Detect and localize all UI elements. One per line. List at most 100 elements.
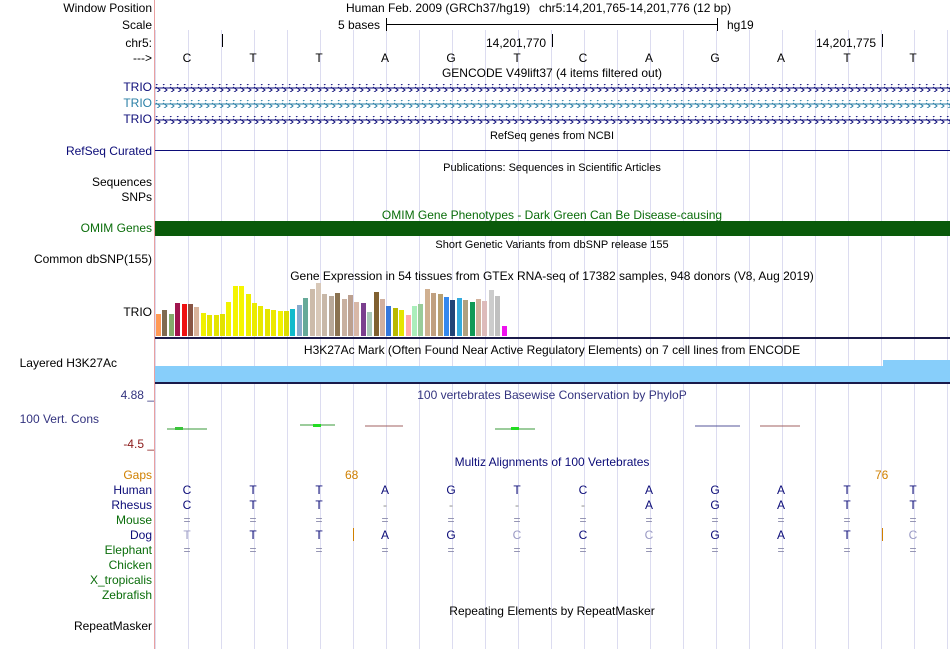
gtex-tissue-bar[interactable] xyxy=(373,292,379,336)
gtex-tissue-bar[interactable] xyxy=(252,303,257,336)
label-layered-h3k27ac[interactable]: Layered H3K27Ac xyxy=(19,356,117,370)
dbsnp-title[interactable]: Short Genetic Variants from dbSNP releas… xyxy=(435,239,669,251)
scale-bar-label: 5 bases xyxy=(338,18,381,32)
gtex-tissue-bar[interactable] xyxy=(239,286,245,336)
gtex-tissue-bar[interactable] xyxy=(213,315,219,336)
gtex-tissue-bar[interactable] xyxy=(412,306,417,336)
label-chicken: Chicken xyxy=(108,558,152,572)
gtex-tissue-bar[interactable] xyxy=(424,289,430,336)
gtex-tissue-bar[interactable] xyxy=(469,302,475,336)
gtex-tissue-bar[interactable] xyxy=(437,294,443,336)
gencode-title[interactable]: GENCODE V49lift37 (4 items filtered out) xyxy=(441,66,663,80)
gtex-tissue-bar[interactable] xyxy=(335,293,341,336)
omim-gene-bar[interactable] xyxy=(155,221,950,236)
transcript-trio-1[interactable] xyxy=(155,84,950,92)
gtex-tissue-bar[interactable] xyxy=(328,296,334,336)
label-sequences[interactable]: Sequences xyxy=(91,175,152,189)
gtex-tissue-bar[interactable] xyxy=(290,309,296,336)
gtex-tissue-bar[interactable] xyxy=(418,304,424,336)
label-trio-3[interactable]: TRIO xyxy=(123,112,152,126)
gtex-tissue-bar[interactable] xyxy=(168,314,174,336)
phylop-title[interactable]: 100 vertebrates Basewise Conservation by… xyxy=(417,388,687,402)
gtex-tissue-bar[interactable] xyxy=(456,298,462,336)
gtex-tissue-bar[interactable] xyxy=(258,306,264,336)
gtex-tissue-bar[interactable] xyxy=(194,307,200,336)
alignment-base-human: A xyxy=(644,483,653,497)
multiz-title[interactable]: Multiz Alignments of 100 Vertebrates xyxy=(454,455,650,469)
gtex-tissue-bar[interactable] xyxy=(431,293,437,336)
gtex-tissue-bar[interactable] xyxy=(488,290,494,336)
label-snps[interactable]: SNPs xyxy=(121,190,152,204)
gtex-tissue-bar[interactable] xyxy=(220,314,225,336)
gtex-tissue-bar[interactable] xyxy=(232,286,238,336)
gtex-tissue-bar[interactable] xyxy=(444,297,449,336)
gtex-tissue-bar[interactable] xyxy=(303,298,309,336)
alignment-base-dog: T xyxy=(843,528,851,542)
h3k27ac-title[interactable]: H3K27Ac Mark (Often Found Near Active Re… xyxy=(303,343,801,357)
gtex-tissue-bar[interactable] xyxy=(476,299,481,336)
label-100-vert-cons[interactable]: 100 Vert. Cons xyxy=(19,412,99,426)
refseq-transcript[interactable] xyxy=(155,150,950,151)
gtex-tissue-bar[interactable] xyxy=(341,299,347,336)
label-common-dbsnp[interactable]: Common dbSNP(155) xyxy=(33,252,152,266)
gtex-tissue-bar[interactable] xyxy=(188,304,193,336)
gtex-tissue-bar[interactable] xyxy=(156,314,161,336)
gtex-tissue-bar[interactable] xyxy=(386,306,392,336)
scale-bar-tick-right xyxy=(717,18,718,31)
gtex-tissue-bar[interactable] xyxy=(392,308,398,336)
gtex-tissue-bar[interactable] xyxy=(380,299,385,336)
alignment-base-dog: A xyxy=(380,528,389,542)
gtex-tissue-bar[interactable] xyxy=(322,294,328,336)
publications-title[interactable]: Publications: Sequences in Scientific Ar… xyxy=(443,162,661,174)
gtex-tissue-bar[interactable] xyxy=(277,311,283,336)
gtex-tissue-bar[interactable] xyxy=(200,313,206,336)
h3k27ac-signal-peak[interactable] xyxy=(883,360,950,382)
gtex-tissue-bar[interactable] xyxy=(245,294,251,336)
gtex-tissue-bar[interactable] xyxy=(309,289,315,336)
gtex-tissue-bar[interactable] xyxy=(501,326,507,336)
gtex-tissue-bar[interactable] xyxy=(450,300,456,336)
gtex-tissue-bar[interactable] xyxy=(226,302,232,336)
gtex-tissue-bar[interactable] xyxy=(271,310,277,336)
gtex-tissue-bar[interactable] xyxy=(405,315,411,336)
h3k27ac-signal[interactable] xyxy=(155,366,883,382)
gtex-tissue-bar[interactable] xyxy=(399,310,405,336)
alignment-base-dog: T xyxy=(315,528,323,542)
gtex-tissue-bar[interactable] xyxy=(181,304,187,336)
gtex-tissue-bar[interactable] xyxy=(360,303,366,336)
label-trio-2[interactable]: TRIO xyxy=(123,96,152,110)
refseq-title[interactable]: RefSeq genes from NCBI xyxy=(489,130,615,142)
transcript-trio-3[interactable] xyxy=(155,116,950,124)
gtex-title[interactable]: Gene Expression in 54 tissues from GTEx … xyxy=(290,269,814,283)
gtex-tissue-bar[interactable] xyxy=(296,305,302,336)
gtex-tissue-bar[interactable] xyxy=(175,303,181,336)
alignment-base-rhesus: A xyxy=(644,498,653,512)
repeatmasker-title[interactable]: Repeating Elements by RepeatMasker xyxy=(449,604,655,618)
gtex-expression-bars[interactable] xyxy=(155,283,950,336)
gtex-tissue-bar[interactable] xyxy=(367,312,373,336)
browser-image[interactable]: Human Feb. 2009 (GRCh37/hg19) chr5:14,20… xyxy=(155,0,950,649)
scale-bar-db: hg19 xyxy=(727,18,754,32)
gtex-tissue-bar[interactable] xyxy=(482,301,488,336)
gtex-tissue-bar[interactable] xyxy=(354,302,360,336)
gtex-tissue-bar[interactable] xyxy=(162,310,168,336)
label-repeatmasker[interactable]: RepeatMasker xyxy=(73,619,152,633)
label-phylop-min: -4.5 _ xyxy=(123,437,154,451)
gtex-tissue-bar[interactable] xyxy=(284,311,289,336)
gencode-transcripts[interactable] xyxy=(155,78,950,128)
gtex-tissue-bar[interactable] xyxy=(348,295,353,336)
label-trio-1[interactable]: TRIO xyxy=(123,80,152,94)
gtex-tissue-bar[interactable] xyxy=(495,296,501,336)
gtex-tissue-bar[interactable] xyxy=(207,315,213,336)
phylop-signal[interactable] xyxy=(155,420,950,436)
gtex-tissue-bar[interactable] xyxy=(463,300,469,336)
label-omim-genes[interactable]: OMIM Genes xyxy=(80,221,152,235)
transcript-trio-2[interactable] xyxy=(155,100,950,108)
omim-title[interactable]: OMIM Gene Phenotypes - Dark Green Can Be… xyxy=(381,208,723,222)
gtex-tissue-bar[interactable] xyxy=(316,283,321,336)
label-x-tropicalis: X_tropicalis xyxy=(89,573,152,587)
label-refseq-curated[interactable]: RefSeq Curated xyxy=(65,144,152,158)
alignment-base-dog: C xyxy=(908,528,918,542)
label-gtex-trio[interactable]: TRIO xyxy=(123,305,152,319)
gtex-tissue-bar[interactable] xyxy=(264,309,270,336)
